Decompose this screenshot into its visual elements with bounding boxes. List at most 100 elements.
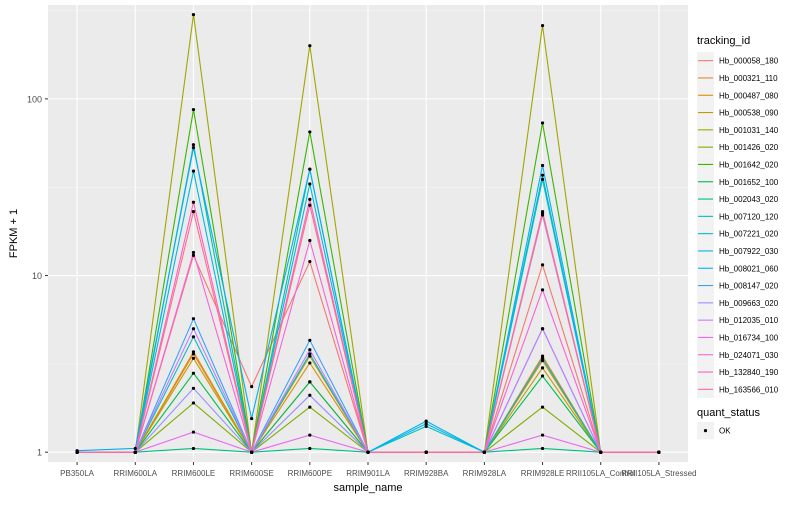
data-point: [191, 200, 196, 204]
legend-item-label: Hb_001426_020: [719, 143, 779, 152]
legend-item-label: Hb_001652_100: [719, 178, 779, 187]
data-point: [482, 450, 486, 454]
data-point: [540, 356, 545, 360]
data-point: [191, 430, 196, 434]
legend-item-label: Hb_000058_180: [719, 57, 779, 66]
data-point: [191, 371, 196, 375]
data-point: [250, 416, 254, 421]
data-point: [191, 401, 196, 405]
legend-item-label: Hb_007922_030: [719, 247, 779, 256]
y-tick-label: 10: [32, 271, 42, 281]
data-point: [424, 424, 428, 428]
data-point: [540, 354, 545, 358]
legend-item-label: Hb_008147_020: [719, 282, 779, 291]
data-point: [191, 107, 196, 112]
data-point: [191, 350, 196, 354]
data-point: [308, 348, 312, 352]
legend-item-label: Hb_132840_190: [719, 368, 779, 377]
y-tick-label: 1: [37, 448, 42, 458]
x-tick-label: PB350LA: [60, 469, 94, 478]
data-point: [191, 446, 196, 451]
data-point: [540, 173, 545, 177]
data-point: [308, 393, 312, 397]
data-point: [191, 250, 196, 255]
legend-item-label: Hb_000321_110: [719, 74, 778, 83]
data-point: [540, 211, 545, 215]
legend-item-label: Hb_000487_080: [719, 91, 779, 100]
data-point: [191, 143, 196, 147]
data-point: [308, 338, 312, 342]
legend-title-tracking-id: tracking_id: [697, 35, 750, 47]
legend-item-label: Hb_009663_020: [719, 299, 779, 308]
data-point: [308, 197, 312, 201]
data-point: [540, 433, 545, 437]
x-tick-label: RRIM928LA: [463, 469, 507, 478]
data-point: [308, 167, 312, 171]
x-tick-label: RRII105LA_Stressed: [621, 469, 696, 478]
data-point: [540, 358, 545, 363]
data-point: [424, 422, 428, 426]
legend-item-label: Hb_024071_030: [719, 351, 779, 360]
data-point: [250, 450, 254, 454]
data-point: [599, 450, 603, 454]
legend-item-label: Hb_000538_090: [719, 109, 779, 118]
data-point: [540, 446, 545, 451]
legend-item-label: Hb_012035_010: [719, 316, 779, 325]
legend-key-point: [703, 429, 708, 433]
data-point: [540, 121, 545, 125]
data-point: [308, 259, 312, 264]
x-tick-label: RRIM901LA: [346, 469, 390, 478]
x-axis-title: sample_name: [333, 482, 402, 494]
data-point: [308, 380, 312, 384]
data-point: [308, 238, 312, 243]
data-point: [540, 366, 545, 370]
data-point: [657, 450, 661, 454]
data-point: [540, 23, 545, 28]
legend-item-label: Hb_007120_120: [719, 212, 779, 221]
x-tick-label: RRIM600SE: [229, 469, 273, 478]
data-point: [191, 210, 196, 214]
legend-item-label: Hb_016734_100: [719, 333, 779, 342]
data-point: [308, 203, 312, 207]
legend-item-label: Hb_002043_020: [719, 195, 779, 204]
data-point: [308, 446, 312, 451]
data-point: [191, 145, 196, 150]
data-point: [540, 288, 545, 292]
data-point: [75, 450, 79, 454]
data-point: [366, 450, 370, 454]
data-point: [191, 169, 196, 173]
x-tick-label: RRIM928LE: [521, 469, 565, 478]
data-point: [308, 361, 312, 365]
data-point: [540, 263, 545, 267]
data-point: [308, 130, 312, 134]
legend-item-label: Hb_008021_060: [719, 264, 779, 273]
data-point: [540, 177, 545, 182]
legend-item-label: Hb_007221_020: [719, 230, 779, 239]
data-point: [133, 450, 137, 454]
data-point: [424, 419, 428, 423]
y-axis-title: FPKM + 1: [8, 209, 20, 258]
legend-item-label-ok: OK: [719, 427, 731, 436]
data-point: [191, 356, 196, 360]
data-point: [308, 182, 312, 186]
data-point: [424, 450, 428, 454]
data-point: [308, 352, 312, 356]
data-point: [191, 253, 196, 258]
data-point: [250, 385, 254, 389]
data-point: [191, 335, 196, 339]
data-point: [308, 433, 312, 437]
data-point: [308, 405, 312, 409]
data-point: [191, 386, 196, 390]
x-tick-label: RRIM928BA: [404, 469, 449, 478]
legend-item-label: Hb_001031_140: [719, 126, 779, 135]
x-tick-label: RRII105LA_Control: [566, 469, 636, 478]
x-tick-label: RRIM600PE: [288, 469, 332, 478]
legend-item-label: Hb_163566_010: [719, 385, 779, 394]
legend-item-label: Hb_001642_020: [719, 160, 779, 169]
y-tick-label: 100: [27, 94, 42, 104]
legend-title-quant-status: quant_status: [697, 407, 760, 419]
data-point: [540, 374, 545, 378]
x-tick-label: RRIM600LA: [113, 469, 157, 478]
